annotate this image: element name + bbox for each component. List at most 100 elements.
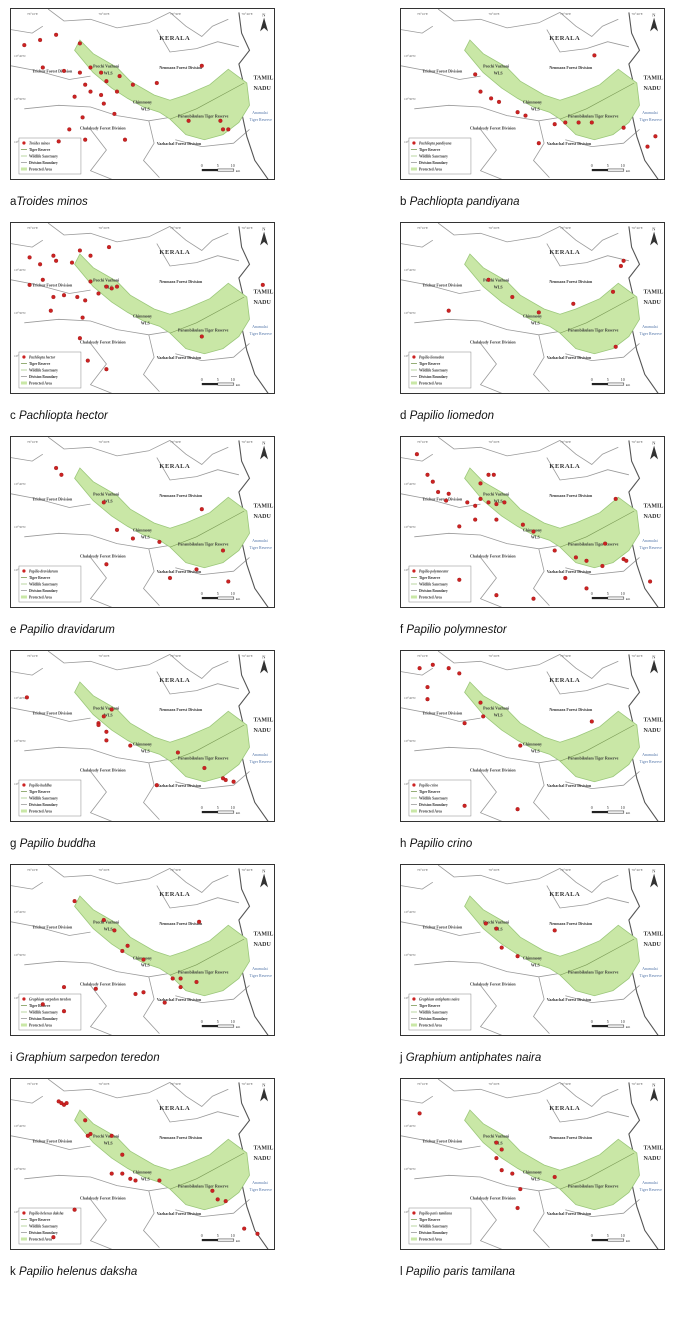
panel-species: Pachliopta hector — [18, 410, 108, 422]
scale-0: 0 — [591, 1019, 593, 1024]
record-point — [573, 555, 578, 560]
division-boundary — [47, 865, 171, 885]
map-svg: 76°10'E 76°20'E 76°30'E 76°40'E 10°40'N 10°30… — [401, 223, 663, 393]
record-point — [101, 714, 106, 719]
record-point — [141, 957, 146, 962]
division-boundary — [47, 651, 171, 671]
division-boundary — [11, 881, 44, 890]
distribution-map: 76°10'E 76°20'E 76°30'E 76°40'E 10°40'N 10°30… — [400, 650, 665, 822]
division-boundary — [401, 1135, 481, 1150]
map-legend: Papilio buddha Tiger Reserve Wildlife Sanc… — [18, 779, 82, 817]
record-point — [75, 294, 80, 300]
record-point — [571, 301, 576, 306]
record-point — [430, 479, 435, 484]
label-anamalai-tr: Tiger Reserve — [250, 759, 273, 764]
record-point — [425, 697, 430, 702]
record-point — [114, 284, 120, 289]
panel-letter: i — [10, 1052, 16, 1064]
record-point — [51, 1235, 56, 1240]
record-point — [520, 522, 525, 527]
map-svg: 76°10'E 76°20'E 76°30'E 76°40'E 10°40'N 10°30… — [11, 223, 273, 393]
record-point — [210, 1188, 215, 1193]
legend-species: Papilio buddha — [29, 784, 52, 788]
scale-5: 5 — [217, 805, 219, 810]
label-trichur: Trichur Forest Division — [422, 925, 463, 930]
label-nenmara: Nenmara Forest Division — [549, 65, 593, 70]
record-point — [162, 1000, 167, 1005]
division-boundary — [559, 868, 619, 894]
record-point — [515, 110, 520, 115]
legend-protected-area: Protected Area — [419, 382, 442, 386]
division-boundary — [11, 1095, 44, 1104]
record-point — [215, 1197, 220, 1202]
record-point — [40, 1002, 45, 1007]
label-trichur: Trichur Forest Division — [32, 711, 73, 716]
record-point — [88, 1131, 93, 1137]
tiger-reserve-line — [559, 82, 635, 120]
legend-wildlife-sanctuary: Wildlife Sanctuary — [419, 369, 448, 373]
scale-10: 10 — [621, 377, 625, 382]
graticule-label: 76°40'E — [632, 440, 643, 444]
panel-letter: e — [10, 624, 20, 636]
graticule-label: 76°40'E — [242, 654, 253, 658]
north-label: N — [652, 1083, 656, 1088]
label-chalakudy: Chalakudy Forest Division — [80, 1195, 126, 1200]
graticule-label: 76°40'E — [632, 1082, 643, 1086]
tiger-reserve-line — [169, 82, 245, 120]
label-vazhachal: Vazhachal Forest Division — [547, 355, 592, 360]
record-point — [531, 529, 536, 534]
label-chimmony-wls: WLS — [141, 534, 151, 539]
record-point — [478, 481, 483, 486]
record-point — [515, 807, 520, 812]
record-point — [83, 137, 88, 142]
division-boundary — [414, 104, 561, 122]
scale-10: 10 — [621, 163, 625, 168]
north-label: N — [262, 13, 266, 18]
protected-area — [464, 681, 640, 783]
record-point — [72, 899, 77, 904]
scale-0: 0 — [201, 805, 203, 810]
record-point — [194, 979, 199, 985]
map-svg: 76°10'E 76°20'E 76°30'E 76°40'E 10°40'N 10°30… — [11, 1079, 273, 1249]
division-boundary — [401, 707, 481, 722]
scale-unit: km — [236, 383, 241, 387]
record-point — [478, 496, 483, 501]
label-parambikulam: Parambikulam Tiger Reserve — [178, 1183, 229, 1188]
record-point — [552, 548, 557, 553]
graticule-label: 76°30'E — [170, 440, 181, 444]
label-anamalai-tr: Tiger Reserve — [640, 331, 663, 336]
record-point — [563, 120, 568, 125]
panel-species: Papilio buddha — [19, 838, 96, 850]
division-boundary — [546, 457, 629, 481]
division-boundary — [565, 771, 640, 790]
record-point — [425, 685, 430, 690]
label-anamalai-tr: Tiger Reserve — [250, 973, 273, 978]
division-boundary — [533, 976, 550, 1034]
legend-species: Graphium antiphates naira — [419, 998, 460, 1002]
map-svg: 76°10'E 76°20'E 76°30'E 76°40'E 10°40'N 10°30… — [401, 437, 663, 607]
record-point — [54, 258, 59, 263]
record-point — [478, 700, 483, 705]
division-boundary — [143, 762, 160, 820]
label-chimmony-wls: WLS — [531, 1176, 541, 1181]
record-point — [83, 1118, 88, 1123]
legend-wildlife-sanctuary: Wildlife Sanctuary — [419, 1225, 448, 1229]
panel-species: Troides minos — [16, 196, 88, 208]
north-arrow-icon: N — [260, 227, 269, 246]
record-point — [61, 293, 67, 298]
label-peechi: Peechi Vazhani — [483, 705, 510, 710]
scale-0: 0 — [201, 377, 203, 382]
protected-area — [74, 467, 250, 569]
graticule-label: 76°30'E — [170, 226, 181, 230]
label-kerala: KERALA — [549, 891, 580, 898]
panel-letter: g — [10, 838, 20, 850]
north-arrow-icon: N — [650, 1083, 659, 1102]
label-peechi-wls: WLS — [104, 1140, 114, 1145]
label-chimmony-wls: WLS — [531, 106, 541, 111]
legend-division-boundary: Division Boundary — [419, 1017, 448, 1021]
label-anamalai-tr: Tiger Reserve — [250, 545, 273, 550]
scale-5: 5 — [607, 377, 609, 382]
map-panel-a: 76°10'E 76°20'E 76°30'E 76°40'E 10°40'N 10°30… — [10, 8, 285, 213]
graticule-label: 76°10'E — [27, 12, 38, 16]
panel-caption: l Papilio paris tamilana — [400, 1266, 515, 1278]
